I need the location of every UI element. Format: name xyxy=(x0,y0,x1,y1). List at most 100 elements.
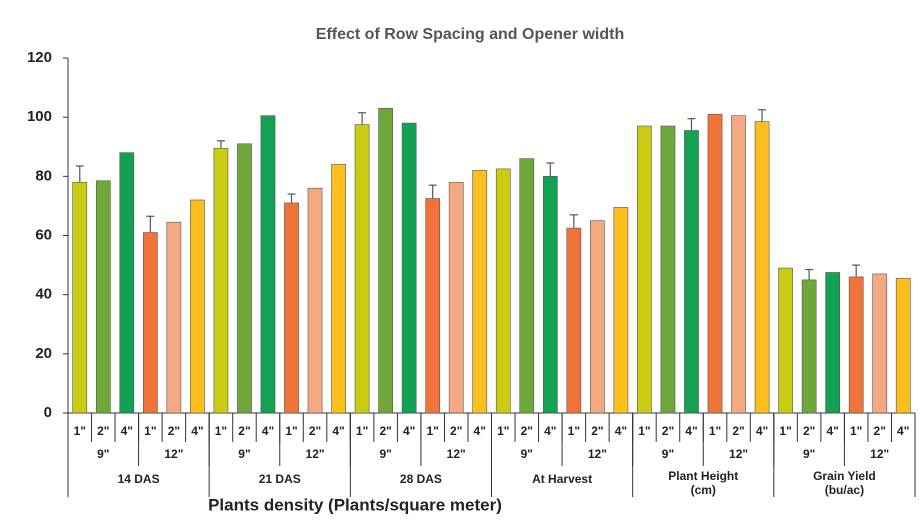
bar xyxy=(566,227,582,414)
group-label: At Harvest xyxy=(532,472,592,486)
y-tick-label: 80 xyxy=(35,167,52,184)
x-tick-label: 1" xyxy=(426,424,438,438)
bar xyxy=(237,143,252,414)
y-tick-label: 120 xyxy=(27,49,52,66)
x-tick-label: 1" xyxy=(215,424,227,438)
x-tick-label: 4" xyxy=(262,424,274,438)
x-tick-label: 1" xyxy=(779,424,791,438)
bar xyxy=(778,267,793,414)
x-tick-label: 4" xyxy=(826,424,838,438)
bar xyxy=(519,158,535,414)
bar xyxy=(260,115,276,414)
subgroup-label: 12" xyxy=(164,447,183,461)
bar xyxy=(354,124,370,414)
bar xyxy=(590,220,605,414)
bar xyxy=(190,199,205,414)
x-tick-label: 4" xyxy=(121,424,133,438)
x-tick-label: 2" xyxy=(450,424,462,438)
subgroup-label: 12" xyxy=(447,447,466,461)
group-label: Grain Yield xyxy=(813,469,876,483)
group-label: 21 DAS xyxy=(259,472,301,486)
x-tick-label: 1" xyxy=(568,424,580,438)
x-tick-label: 1" xyxy=(709,424,721,438)
bar xyxy=(637,125,652,414)
x-tick-label: 4" xyxy=(332,424,344,438)
x-tick-label: 1" xyxy=(285,424,297,438)
x-tick-label: 2" xyxy=(591,424,603,438)
x-tick-label: 4" xyxy=(403,424,415,438)
bar xyxy=(72,181,88,414)
x-tick-label: 4" xyxy=(474,424,486,438)
bar xyxy=(731,115,746,414)
x-tick-label: 2" xyxy=(309,424,321,438)
bar xyxy=(448,181,464,414)
x-axis-title: Plants density (Plants/square meter) xyxy=(208,495,502,514)
y-tick-label: 20 xyxy=(35,345,52,362)
bar xyxy=(95,180,111,414)
y-tick-label: 40 xyxy=(35,286,52,303)
group-label: 28 DAS xyxy=(400,472,442,486)
bar xyxy=(754,121,770,414)
x-tick-label: 1" xyxy=(74,424,86,438)
x-tick-label: 2" xyxy=(97,424,109,438)
x-tick-label: 4" xyxy=(897,424,909,438)
x-tick-label: 1" xyxy=(638,424,650,438)
x-tick-label: 1" xyxy=(850,424,862,438)
x-tick-label: 2" xyxy=(238,424,250,438)
bar xyxy=(542,176,558,414)
x-tick-label: 2" xyxy=(874,424,886,438)
x-tick-label: 4" xyxy=(544,424,556,438)
x-tick-label: 2" xyxy=(803,424,815,438)
bar xyxy=(895,278,911,414)
x-tick-label: 4" xyxy=(615,424,627,438)
subgroup-label: 9" xyxy=(238,447,250,461)
x-tick-label: 4" xyxy=(191,424,203,438)
x-tick-label: 2" xyxy=(168,424,180,438)
bar xyxy=(119,152,135,414)
bar xyxy=(425,198,441,414)
x-tick-label: 2" xyxy=(379,424,391,438)
y-tick-label: 0 xyxy=(44,404,52,421)
bar xyxy=(848,276,864,414)
x-tick-label: 2" xyxy=(662,424,674,438)
subgroup-label: 9" xyxy=(521,447,533,461)
bar xyxy=(660,125,676,414)
bar xyxy=(472,170,488,414)
subgroup-label: 12" xyxy=(729,447,748,461)
x-tick-label: 2" xyxy=(732,424,744,438)
chart-title: Effect of Row Spacing and Opener width xyxy=(316,26,624,43)
bar xyxy=(872,273,888,414)
bar xyxy=(284,202,299,414)
subgroup-label: 12" xyxy=(870,447,889,461)
x-tick-label: 1" xyxy=(356,424,368,438)
bar xyxy=(825,272,841,414)
bar xyxy=(401,122,417,414)
bar xyxy=(684,130,699,414)
bar xyxy=(331,164,346,414)
x-tick-label: 1" xyxy=(144,424,156,438)
bar xyxy=(613,207,629,414)
group-label: 14 DAS xyxy=(118,472,160,486)
subgroup-label: 12" xyxy=(306,447,325,461)
subgroup-label: 9" xyxy=(97,447,109,461)
x-tick-label: 1" xyxy=(497,424,509,438)
bar xyxy=(166,221,182,414)
x-tick-label: 4" xyxy=(685,424,697,438)
x-tick-label: 4" xyxy=(756,424,768,438)
bar xyxy=(307,187,323,414)
group-label: (cm) xyxy=(691,483,716,497)
bar xyxy=(801,279,817,414)
bar xyxy=(378,107,393,414)
y-tick-label: 100 xyxy=(27,108,52,125)
subgroup-label: 9" xyxy=(803,447,815,461)
subgroup-label: 9" xyxy=(662,447,674,461)
group-label: (bu/ac) xyxy=(825,483,864,497)
y-tick-label: 60 xyxy=(35,226,52,243)
bar xyxy=(142,232,158,414)
subgroup-label: 9" xyxy=(379,447,391,461)
bar xyxy=(495,168,511,414)
group-label: Plant Height xyxy=(668,469,738,483)
bar xyxy=(213,147,229,414)
subgroup-label: 12" xyxy=(588,447,607,461)
